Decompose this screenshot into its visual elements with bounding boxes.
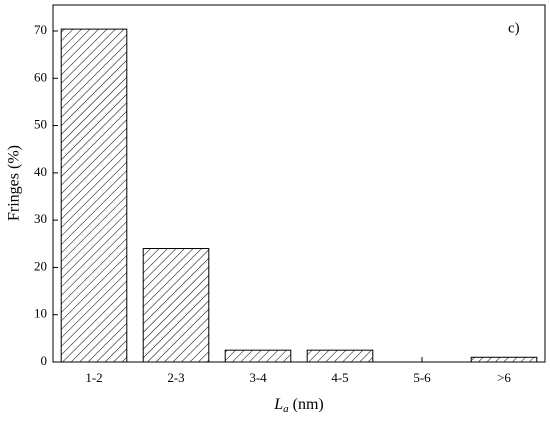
x-tick-label: 1-2 <box>85 370 102 385</box>
x-tick-label: 3-4 <box>249 370 267 385</box>
x-tick-label: 5-6 <box>413 370 431 385</box>
y-tick-label: 10 <box>34 306 47 321</box>
y-tick-label: 30 <box>34 211 47 226</box>
bar <box>142 248 210 363</box>
x-axis-label: La (nm) <box>273 396 324 415</box>
bar <box>306 349 374 363</box>
bar <box>224 349 292 363</box>
annotation: c) <box>508 20 520 36</box>
bar <box>470 356 538 363</box>
x-label-unit: (nm) <box>293 396 324 413</box>
plot-frame <box>52 4 546 363</box>
y-tick-label: 0 <box>41 353 48 368</box>
x-tick-label: >6 <box>497 370 511 385</box>
bar <box>60 28 128 363</box>
x-label-symbol: L <box>273 396 283 413</box>
x-label-subscript: a <box>283 403 289 415</box>
y-tick-label: 20 <box>34 258 47 273</box>
x-tick-label: 2-3 <box>167 370 184 385</box>
y-tick-label: 60 <box>34 69 47 84</box>
y-tick-label: 70 <box>34 22 47 37</box>
y-tick-label: 50 <box>34 117 47 132</box>
x-tick-label: 4-5 <box>331 370 348 385</box>
y-axis-label: Fringes (%) <box>6 145 23 221</box>
y-tick-label: 40 <box>34 164 47 179</box>
